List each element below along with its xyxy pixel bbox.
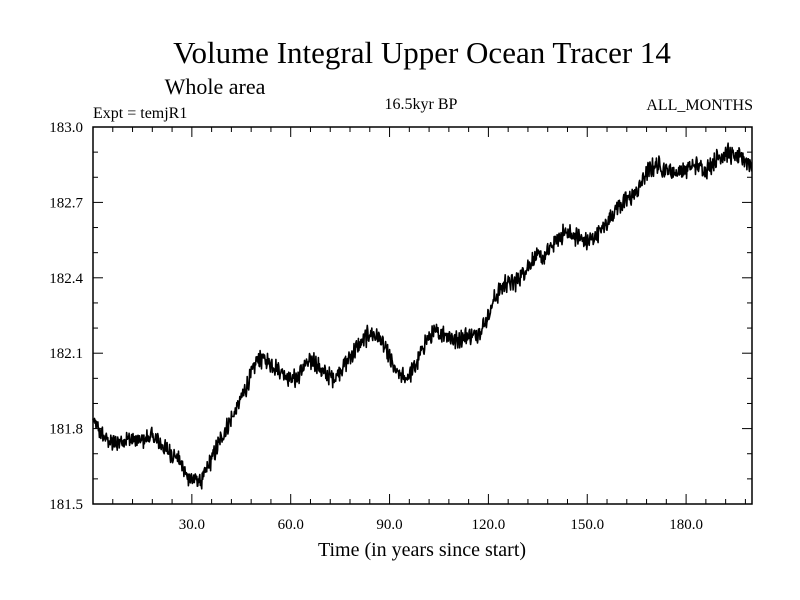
y-tick-label: 181.8: [49, 422, 83, 438]
x-tick-label: 30.0: [179, 517, 205, 533]
axis-ticks: [93, 127, 752, 504]
x-axis-label: Time (in years since start): [318, 539, 526, 561]
y-tick-label: 182.4: [49, 271, 83, 287]
y-tick-label: 181.5: [49, 497, 83, 513]
x-tick-labels: 30.0 60.0 90.0 120.0 150.0 180.0: [179, 517, 703, 533]
x-tick-label: 60.0: [278, 517, 304, 533]
series-line: [92, 142, 753, 490]
x-tick-label: 180.0: [669, 517, 703, 533]
y-tick-label: 182.1: [49, 346, 83, 362]
plot-frame: [92, 126, 753, 505]
chart-subtitle: Whole area: [165, 74, 266, 99]
period-label: 16.5kyr BP: [385, 96, 458, 113]
x-tick-label: 120.0: [472, 517, 506, 533]
y-tick-label: 182.7: [49, 195, 83, 211]
months-label: ALL_MONTHS: [646, 97, 753, 114]
y-tick-labels: 181.5 181.8 182.1 182.4 182.7 183.0: [49, 120, 83, 513]
x-tick-label: 90.0: [376, 517, 402, 533]
y-tick-label: 183.0: [49, 120, 83, 136]
chart-title: Volume Integral Upper Ocean Tracer 14: [173, 35, 671, 70]
x-tick-label: 150.0: [570, 517, 604, 533]
series-layer: [92, 142, 753, 490]
experiment-label: Expt = temjR1: [93, 105, 187, 122]
